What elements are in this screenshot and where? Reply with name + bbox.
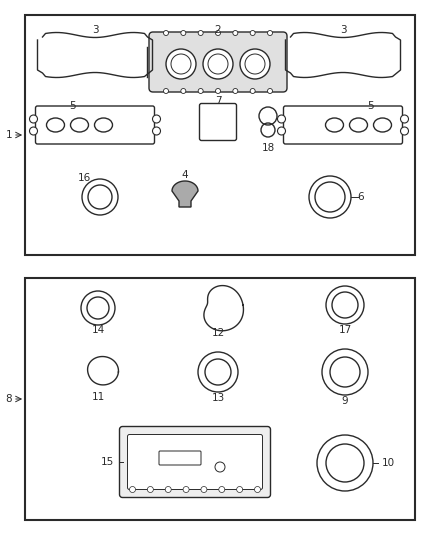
Text: 18: 18 [261, 143, 275, 153]
Circle shape [278, 127, 286, 135]
Text: 4: 4 [182, 170, 188, 180]
Circle shape [152, 115, 160, 123]
Text: 14: 14 [92, 325, 105, 335]
Text: 11: 11 [92, 392, 105, 402]
Text: 8: 8 [6, 394, 12, 404]
Circle shape [240, 49, 270, 79]
Circle shape [215, 30, 220, 36]
Circle shape [152, 127, 160, 135]
Text: 3: 3 [92, 25, 98, 35]
Circle shape [203, 49, 233, 79]
Text: 12: 12 [212, 328, 225, 338]
Circle shape [198, 30, 203, 36]
Text: 9: 9 [342, 396, 348, 406]
Circle shape [233, 30, 238, 36]
Circle shape [400, 115, 409, 123]
Circle shape [278, 115, 286, 123]
Circle shape [400, 127, 409, 135]
Text: 15: 15 [101, 457, 114, 467]
Ellipse shape [95, 118, 113, 132]
FancyBboxPatch shape [120, 426, 271, 497]
Circle shape [165, 487, 171, 492]
Circle shape [181, 88, 186, 93]
Circle shape [198, 88, 203, 93]
Ellipse shape [71, 118, 88, 132]
Text: 13: 13 [212, 393, 225, 403]
Circle shape [171, 54, 191, 74]
Circle shape [233, 88, 238, 93]
Text: 10: 10 [382, 458, 395, 468]
Circle shape [29, 127, 38, 135]
Circle shape [181, 30, 186, 36]
FancyBboxPatch shape [149, 32, 287, 92]
Circle shape [250, 88, 255, 93]
Polygon shape [172, 181, 198, 207]
Circle shape [219, 487, 225, 492]
Text: 1: 1 [6, 130, 12, 140]
Circle shape [163, 30, 169, 36]
Ellipse shape [325, 118, 343, 132]
Circle shape [268, 88, 272, 93]
FancyBboxPatch shape [127, 434, 262, 489]
Circle shape [268, 30, 272, 36]
Circle shape [254, 487, 261, 492]
Circle shape [208, 54, 228, 74]
Circle shape [215, 462, 225, 472]
Circle shape [250, 30, 255, 36]
FancyBboxPatch shape [159, 451, 201, 465]
Circle shape [29, 115, 38, 123]
Text: 3: 3 [340, 25, 346, 35]
Circle shape [183, 487, 189, 492]
Ellipse shape [350, 118, 367, 132]
Circle shape [147, 487, 153, 492]
Ellipse shape [374, 118, 392, 132]
Text: 7: 7 [215, 96, 221, 106]
Text: 5: 5 [367, 101, 373, 111]
Circle shape [201, 487, 207, 492]
Circle shape [130, 487, 135, 492]
Text: 6: 6 [357, 192, 364, 202]
Circle shape [245, 54, 265, 74]
Circle shape [166, 49, 196, 79]
Circle shape [163, 88, 169, 93]
Circle shape [237, 487, 243, 492]
Bar [25, 278, 415, 520]
Bar [25, 15, 415, 255]
Text: 5: 5 [70, 101, 76, 111]
Ellipse shape [46, 118, 64, 132]
Circle shape [215, 88, 220, 93]
Text: 16: 16 [78, 173, 91, 183]
Text: 2: 2 [215, 25, 221, 35]
Text: 17: 17 [339, 325, 352, 335]
